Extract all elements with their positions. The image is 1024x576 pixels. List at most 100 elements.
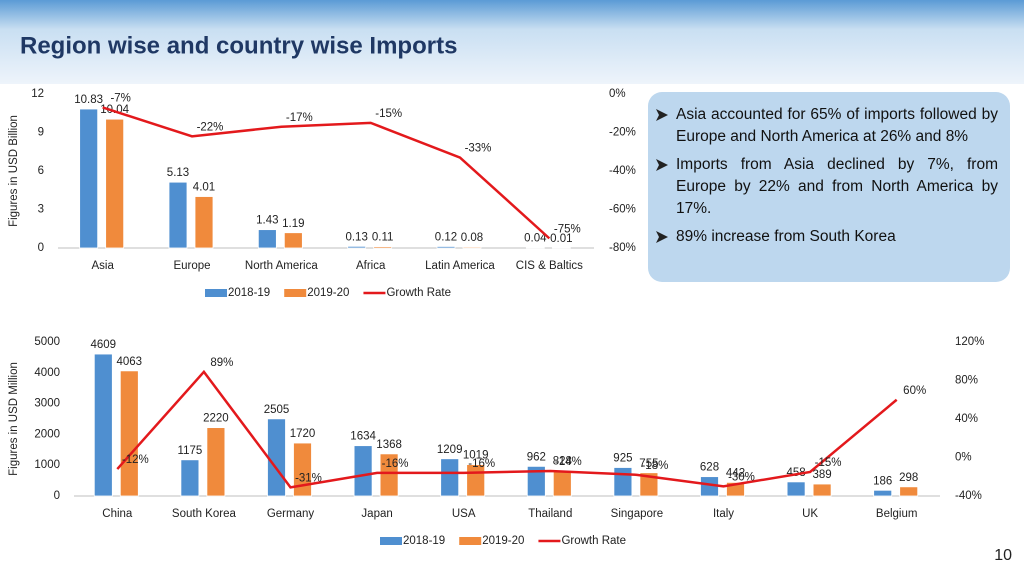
line-data-label: 89% (210, 357, 233, 369)
bullet-marker (656, 159, 668, 171)
bar-data-label: 628 (700, 462, 719, 474)
bar (79, 108, 99, 249)
bar (105, 118, 125, 249)
bar (257, 229, 277, 249)
bar-data-label: 1634 (350, 431, 376, 443)
y-tick-label: 6 (38, 165, 44, 177)
x-tick-label: South Korea (172, 508, 237, 520)
bar (526, 465, 546, 497)
slide-title: Region wise and country wise Imports (20, 32, 457, 59)
bar (552, 470, 572, 497)
line-data-label: -16% (468, 458, 495, 470)
bar-data-label: 962 (527, 451, 546, 463)
line-data-label: -22% (197, 121, 224, 133)
legend-label: Growth Rate (386, 287, 451, 299)
bar-data-label: 0.04 (524, 233, 547, 245)
line-data-label: -16% (382, 458, 409, 470)
x-tick-label: Latin America (425, 260, 495, 272)
page-number: 10 (994, 547, 1012, 564)
y-tick-label: 3000 (34, 398, 60, 410)
y-tick-label: 3 (38, 204, 44, 216)
bar (812, 483, 832, 497)
bar (119, 370, 139, 497)
bar-data-label: 298 (899, 472, 918, 484)
legend-marker (380, 537, 402, 545)
y2-tick-label: -20% (609, 127, 636, 139)
bar (379, 453, 399, 497)
legend-label: 2019-20 (482, 535, 524, 547)
bar-data-label: 4609 (91, 339, 117, 351)
bar-data-label: 1.43 (256, 215, 278, 227)
bar (639, 472, 659, 497)
bullet-marker (656, 231, 668, 243)
y-tick-label: 12 (31, 88, 44, 100)
bar (93, 353, 113, 497)
bar (283, 232, 303, 249)
line-data-label: -15% (815, 457, 842, 469)
y-tick-label: 2000 (34, 428, 60, 440)
bar-data-label: 1175 (178, 445, 203, 457)
x-tick-label: Germany (267, 508, 315, 520)
x-tick-label: Africa (356, 260, 386, 272)
y-tick-label: 5000 (34, 336, 60, 348)
legend-label: 2018-19 (403, 535, 445, 547)
bar-data-label: 2220 (203, 413, 229, 425)
bar (525, 247, 545, 249)
bullet-marker (656, 109, 668, 121)
bar-data-label: 0.13 (345, 231, 367, 243)
x-tick-label: UK (802, 508, 818, 520)
bar-data-label: 10.83 (74, 94, 103, 106)
y2-tick-label: 80% (955, 375, 978, 387)
x-tick-label: North America (245, 260, 318, 272)
bar-data-label: 1019 (463, 450, 489, 462)
growth-line (102, 106, 551, 240)
bar-data-label: 828 (553, 456, 572, 468)
bullet: Asia accounted for 65% of imports follow… (656, 104, 998, 148)
bar (613, 467, 633, 497)
line-data-label: -31% (295, 472, 322, 484)
y-axis-title: Figures in USD Million (8, 362, 20, 476)
y2-tick-label: 40% (955, 413, 978, 425)
bar (373, 246, 393, 249)
line-data-label: 60% (903, 385, 926, 397)
bar-data-label: 0.11 (372, 232, 394, 244)
bullet-text: Imports from Asia declined by 7%, from E… (676, 156, 998, 217)
bar-data-label: 925 (613, 453, 632, 465)
bar (353, 445, 373, 497)
x-tick-label: Japan (361, 508, 392, 520)
bar (899, 486, 919, 497)
bar (194, 196, 214, 249)
bar-data-label: 1209 (437, 444, 463, 456)
header-band (0, 0, 1024, 84)
bar (168, 181, 188, 249)
x-tick-label: China (102, 508, 133, 520)
y-tick-label: 0 (54, 490, 60, 502)
bar (873, 489, 893, 497)
bar (347, 245, 367, 249)
bullet: Imports from Asia declined by 7%, from E… (656, 154, 998, 220)
legend-label: 2019-20 (307, 287, 349, 299)
bar-data-label: 389 (813, 469, 832, 481)
bar-data-label: 1368 (376, 439, 402, 451)
y-axis-title: Figures in USD Billion (8, 115, 20, 227)
summary-box: Asia accounted for 65% of imports follow… (648, 92, 1010, 282)
line-data-label: -30% (728, 471, 755, 483)
line-data-label: -18% (641, 460, 668, 472)
line-data-label: -14% (555, 456, 582, 468)
bar-data-label: 4.01 (193, 182, 215, 194)
line-data-label: -15% (375, 108, 402, 120)
bar (206, 427, 226, 497)
x-tick-label: Italy (713, 508, 734, 520)
bullet-text: Asia accounted for 65% of imports follow… (676, 106, 998, 145)
y2-tick-label: -60% (609, 204, 636, 216)
bar-data-label: 4063 (117, 356, 143, 368)
bar-data-label: 186 (873, 475, 892, 487)
bullet: 89% increase from South Korea (656, 226, 998, 248)
bar-data-label: 2505 (264, 404, 290, 416)
bar-data-label: 0.08 (461, 232, 483, 244)
bullet-text: 89% increase from South Korea (676, 228, 896, 245)
legend-marker (284, 289, 307, 297)
y-tick-label: 0 (38, 242, 44, 254)
bar (436, 246, 456, 249)
